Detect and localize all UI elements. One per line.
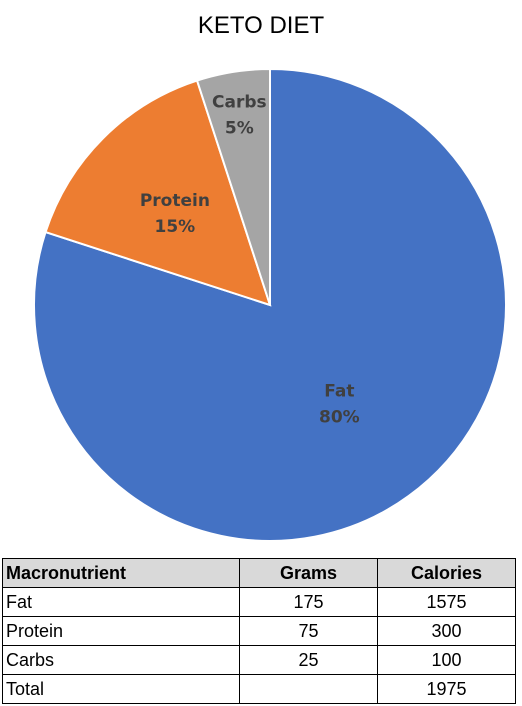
cell-calories: 1575 [377,587,516,617]
pie-slice-carbs [195,67,271,306]
cell-calories: 1975 [377,674,516,704]
table-row: Protein 75 300 [2,616,516,646]
slice-value-carbs: 5% [225,119,254,139]
pie-chart: Fat 80% Protein 15% Carbs 5% [33,67,507,542]
cell-macronutrient: Fat [2,587,240,617]
cell-grams [239,674,378,704]
cell-macronutrient: Total [2,674,240,704]
macronutrient-table: Macronutrient Grams Calories Fat 175 157… [2,558,516,704]
pie-slice-protein [44,79,272,307]
slice-label-fat: Fat [324,381,354,401]
cell-grams: 175 [239,587,378,617]
table-row: Carbs 25 100 [2,645,516,675]
header-macronutrient: Macronutrient [2,558,240,588]
slice-value-protein: 15% [155,217,196,237]
cell-grams: 25 [239,645,378,675]
table-row: Total 1975 [2,674,516,704]
cell-calories: 300 [377,616,516,646]
cell-macronutrient: Protein [2,616,240,646]
cell-macronutrient: Carbs [2,645,240,675]
cell-grams: 75 [239,616,378,646]
header-grams: Grams [239,558,378,588]
table-header-row: Macronutrient Grams Calories [2,558,516,588]
table-row: Fat 175 1575 [2,587,516,617]
header-calories: Calories [377,558,516,588]
slice-label-protein: Protein [140,191,210,211]
chart-title: KETO DIET [197,12,325,39]
slice-label-carbs: Carbs [212,93,267,113]
slice-value-fat: 80% [319,407,360,427]
cell-calories: 100 [377,645,516,675]
